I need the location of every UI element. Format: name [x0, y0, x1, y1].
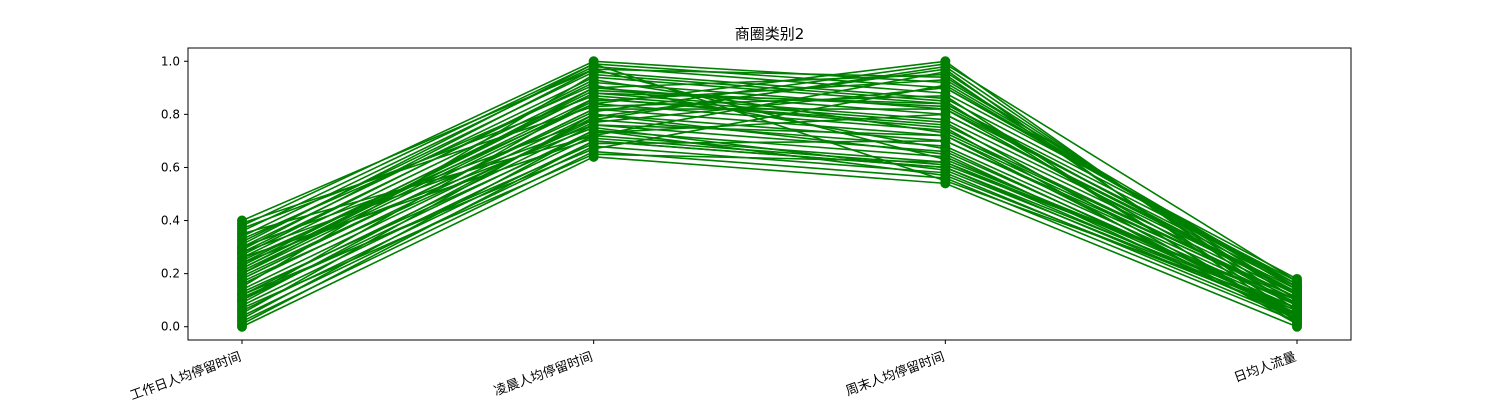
data-point [237, 218, 247, 229]
series-markers [237, 56, 1302, 332]
data-point [237, 297, 247, 308]
data-point [940, 117, 951, 128]
series-line [241, 79, 1298, 299]
data-point [237, 289, 247, 300]
data-point [940, 175, 951, 186]
data-point [237, 319, 247, 330]
x-axis: 工作日人均停留时间 凌晨人均停留时间 周末人均停留时间 日均人流量 [128, 340, 1298, 400]
series-line [241, 79, 1298, 288]
data-point [940, 64, 951, 75]
y-tick-label: 0.0 [161, 320, 180, 334]
series-line [241, 92, 1298, 296]
x-tick-label: 日均人流量 [1232, 350, 1298, 386]
series-line [241, 145, 1298, 320]
series-line [241, 124, 1298, 317]
x-tick-label: 凌晨人均停留时间 [492, 349, 595, 400]
series-line [241, 60, 1298, 312]
series-line [241, 156, 1298, 328]
series-line [241, 126, 1298, 312]
data-point [588, 104, 599, 115]
y-tick-label: 0.4 [161, 214, 180, 228]
x-tick-label: 周末人均停留时间 [843, 349, 946, 400]
data-point [940, 80, 951, 91]
y-tick-label: 0.8 [161, 107, 180, 121]
series-line [241, 113, 1298, 320]
series-line [241, 113, 1298, 293]
series-line [241, 84, 1298, 296]
data-point [237, 263, 247, 274]
y-tick-label: 1.0 [161, 54, 180, 68]
series-line [241, 108, 1298, 307]
y-tick-label: 0.6 [161, 160, 180, 174]
data-point [1292, 300, 1302, 311]
data-point [1292, 289, 1302, 300]
data-point [1292, 311, 1302, 322]
data-point [588, 112, 599, 123]
data-point [588, 119, 599, 130]
data-point [237, 247, 247, 258]
series-line [241, 71, 1298, 283]
data-point [237, 273, 247, 284]
y-tick-label: 0.2 [161, 267, 180, 281]
data-point [588, 143, 599, 154]
data-point [940, 130, 951, 141]
data-point [588, 80, 599, 91]
data-point [940, 159, 951, 170]
series-line [241, 150, 1298, 323]
data-point [237, 234, 247, 245]
chart-title: 商圈类别2 [735, 25, 805, 43]
series-line [241, 63, 1298, 309]
data-point [940, 90, 951, 101]
plot-frame [187, 47, 1352, 341]
x-tick-label: 工作日人均停留时间 [128, 349, 243, 400]
series-line [241, 140, 1298, 299]
series-lines [241, 60, 1298, 328]
data-point [588, 133, 599, 144]
data-point [588, 58, 599, 69]
series-line [241, 137, 1298, 301]
data-point [588, 88, 599, 99]
series-line [241, 140, 1298, 325]
series-line [241, 94, 1298, 325]
series-line [241, 129, 1298, 312]
y-axis: 0.0 0.2 0.4 0.6 0.8 1.0 [161, 54, 188, 334]
data-point [940, 143, 951, 154]
series-line [241, 68, 1298, 323]
data-point [940, 98, 951, 109]
